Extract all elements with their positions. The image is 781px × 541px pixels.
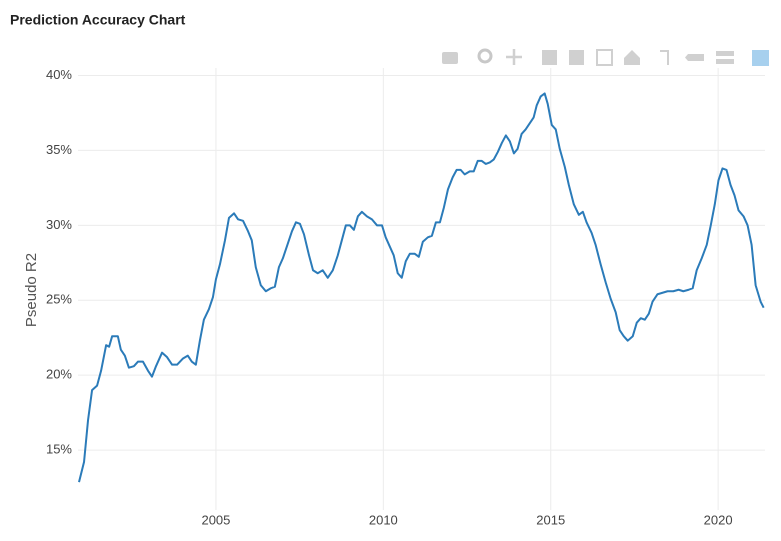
y-tick-label: 30% [46,217,72,232]
x-tick-label: 2020 [704,512,733,527]
y-tick-label: 15% [46,442,72,457]
x-tick-label: 2010 [369,512,398,527]
reset-button[interactable] [624,50,640,65]
chart-title: Prediction Accuracy Chart [10,12,186,28]
y-tick-label: 20% [46,367,72,382]
y-tick-label: 40% [46,67,72,82]
x-tick-label: 2005 [201,512,230,527]
x-tick-label: 2015 [536,512,565,527]
toolbar [442,48,769,66]
camera-button[interactable] [442,52,458,64]
zoom-out-button[interactable] [569,50,584,65]
y-tick-label: 25% [46,292,72,307]
pan-button[interactable] [506,49,522,65]
zoom-button[interactable] [477,48,493,64]
zoom-in-button[interactable] [542,50,557,65]
y-tick-label: 35% [46,142,72,157]
hover-compare-button[interactable] [716,59,734,64]
plotly-logo[interactable] [752,50,769,66]
hover-closest-button[interactable] [685,54,704,61]
data-line [78,92,765,483]
y-axis-title: Pseudo R2 [23,253,40,327]
spike-button[interactable] [660,50,669,65]
hover-compare-button[interactable] [716,51,734,56]
autoscale-button[interactable] [596,49,613,66]
